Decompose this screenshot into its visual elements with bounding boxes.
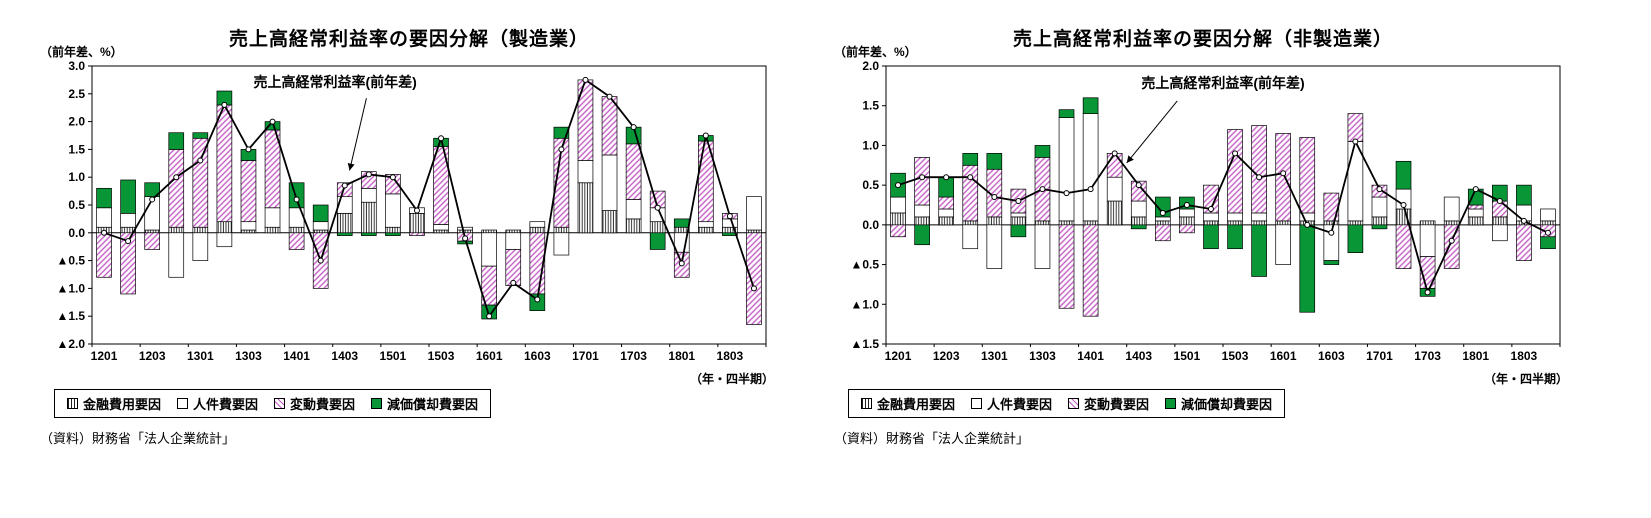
legend-item-personnel: 人件費要因 <box>177 394 258 413</box>
svg-text:1.0: 1.0 <box>862 138 879 152</box>
finance-swatch-icon <box>861 398 872 409</box>
svg-text:1601: 1601 <box>1270 349 1297 363</box>
svg-text:1503: 1503 <box>428 349 455 363</box>
legend-label-finance: 金融費用要因 <box>877 397 956 412</box>
svg-text:1603: 1603 <box>1318 349 1345 363</box>
legend-item-depreciation: 減価償却費要因 <box>371 394 478 413</box>
variable-swatch-icon <box>1068 398 1080 409</box>
svg-text:1303: 1303 <box>1029 349 1056 363</box>
y-axis-unit-label: （前年差、%） <box>834 45 917 59</box>
svg-text:1501: 1501 <box>380 349 407 363</box>
svg-text:1401: 1401 <box>283 349 310 363</box>
svg-text:1301: 1301 <box>981 349 1008 363</box>
svg-text:2.5: 2.5 <box>68 87 85 101</box>
svg-text:1801: 1801 <box>668 349 695 363</box>
legend-manufacturing: 金融費用要因 人件費要因 変動費要因 減価償却費要因 <box>54 389 492 418</box>
svg-text:1403: 1403 <box>331 349 358 363</box>
svg-text:▲1.0: ▲1.0 <box>56 281 85 295</box>
chart-title-nonmanufacturing: 売上高経常利益率の要因分解（非製造業） <box>1012 29 1393 50</box>
legend-nonmanufacturing: 金融費用要因 人件費要因 変動費要因 減価償却費要因 <box>848 389 1286 418</box>
svg-text:1201: 1201 <box>91 349 118 363</box>
svg-text:▲0.5: ▲0.5 <box>850 258 879 272</box>
svg-text:売上高経常利益率(前年差): 売上高経常利益率(前年差) <box>253 74 416 90</box>
svg-text:▲1.5: ▲1.5 <box>850 337 879 351</box>
legend-label-variable: 変動費要因 <box>1084 397 1150 412</box>
chart-panel-nonmanufacturing: 売上高経常利益率の要因分解（非製造業） （前年差、%） ▲1.5 ▲1.0 ▲0.5… <box>832 14 1574 447</box>
legend-label-variable: 変動費要因 <box>290 397 356 412</box>
svg-text:1703: 1703 <box>620 349 647 363</box>
svg-text:1.5: 1.5 <box>68 142 85 156</box>
legend-item-finance: 金融費用要因 <box>861 394 955 413</box>
svg-text:1803: 1803 <box>1511 349 1538 363</box>
depreciation-swatch-icon <box>371 398 383 409</box>
svg-text:0.0: 0.0 <box>68 226 85 240</box>
svg-text:1803: 1803 <box>717 349 744 363</box>
legend-label-finance: 金融費用要因 <box>83 397 162 412</box>
svg-text:1201: 1201 <box>885 349 912 363</box>
svg-text:1401: 1401 <box>1077 349 1104 363</box>
svg-text:▲0.5: ▲0.5 <box>56 254 85 268</box>
finance-swatch-icon <box>67 398 78 409</box>
report-page: 売上高経常利益率の要因分解（製造業） （前年差、%） ▲2.0 ▲1.5 ▲1.0 ▲… <box>38 14 1574 447</box>
chart-plot-nonmanufacturing: ▲1.5 ▲1.0 ▲0.5 0.0 0.5 1.0 1.5 2.0 1201 1203 1301 1… <box>850 59 1561 363</box>
svg-text:2.0: 2.0 <box>68 115 85 129</box>
legend-item-variable: 変動費要因 <box>1068 394 1149 413</box>
panel-header: 売上高経常利益率の要因分解（製造業） （前年差、%） <box>38 14 780 59</box>
legend-item-finance: 金融費用要因 <box>67 394 161 413</box>
svg-text:1403: 1403 <box>1125 349 1152 363</box>
svg-text:▲1.0: ▲1.0 <box>850 297 879 311</box>
svg-text:1.5: 1.5 <box>862 99 879 113</box>
svg-text:1801: 1801 <box>1462 349 1489 363</box>
panel-header: 売上高経常利益率の要因分解（非製造業） （前年差、%） <box>832 14 1574 59</box>
svg-text:1603: 1603 <box>524 349 551 363</box>
svg-text:0.0: 0.0 <box>862 218 879 232</box>
svg-text:1.0: 1.0 <box>68 170 85 184</box>
legend-label-personnel: 人件費要因 <box>987 397 1053 412</box>
svg-text:1303: 1303 <box>235 349 262 363</box>
svg-text:2.0: 2.0 <box>862 59 879 73</box>
svg-text:1203: 1203 <box>933 349 960 363</box>
legend-item-depreciation: 減価償却費要因 <box>1165 394 1272 413</box>
variable-swatch-icon <box>274 398 286 409</box>
personnel-swatch-icon <box>971 398 983 409</box>
svg-text:1501: 1501 <box>1174 349 1201 363</box>
source-note-nonmanufacturing: （資料）財務省「法人企業統計」 <box>834 431 1030 446</box>
legend-item-personnel: 人件費要因 <box>971 394 1052 413</box>
chart-plot-manufacturing: ▲2.0 ▲1.5 ▲1.0 ▲0.5 0.0 0.5 1.0 1.5 2.0 2.5 3.0 120… <box>56 59 767 363</box>
x-axis-note: （年・四半期） <box>1483 372 1568 386</box>
svg-text:1301: 1301 <box>187 349 214 363</box>
svg-text:1203: 1203 <box>139 349 166 363</box>
svg-text:1601: 1601 <box>476 349 503 363</box>
legend-item-variable: 変動費要因 <box>274 394 355 413</box>
legend-label-depreciation: 減価償却費要因 <box>387 397 479 412</box>
x-axis-note: （年・四半期） <box>689 372 774 386</box>
svg-text:▲2.0: ▲2.0 <box>56 337 85 351</box>
svg-text:▲1.5: ▲1.5 <box>56 309 85 323</box>
depreciation-swatch-icon <box>1165 398 1177 409</box>
svg-text:売上高経常利益率(前年差): 売上高経常利益率(前年差) <box>1141 75 1304 91</box>
svg-text:3.0: 3.0 <box>68 59 85 73</box>
svg-text:1701: 1701 <box>572 349 599 363</box>
source-note-manufacturing: （資料）財務省「法人企業統計」 <box>40 431 236 446</box>
svg-text:1701: 1701 <box>1366 349 1393 363</box>
svg-text:1703: 1703 <box>1414 349 1441 363</box>
chart-panel-manufacturing: 売上高経常利益率の要因分解（製造業） （前年差、%） ▲2.0 ▲1.5 ▲1.0 ▲… <box>38 14 780 447</box>
legend-label-personnel: 人件費要因 <box>193 397 259 412</box>
svg-text:0.5: 0.5 <box>68 198 85 212</box>
personnel-swatch-icon <box>177 398 189 409</box>
svg-text:1503: 1503 <box>1222 349 1249 363</box>
chart-title-manufacturing: 売上高経常利益率の要因分解（製造業） <box>228 29 589 50</box>
legend-label-depreciation: 減価償却費要因 <box>1181 397 1273 412</box>
svg-text:0.5: 0.5 <box>862 178 879 192</box>
y-axis-unit-label: （前年差、%） <box>40 45 123 59</box>
